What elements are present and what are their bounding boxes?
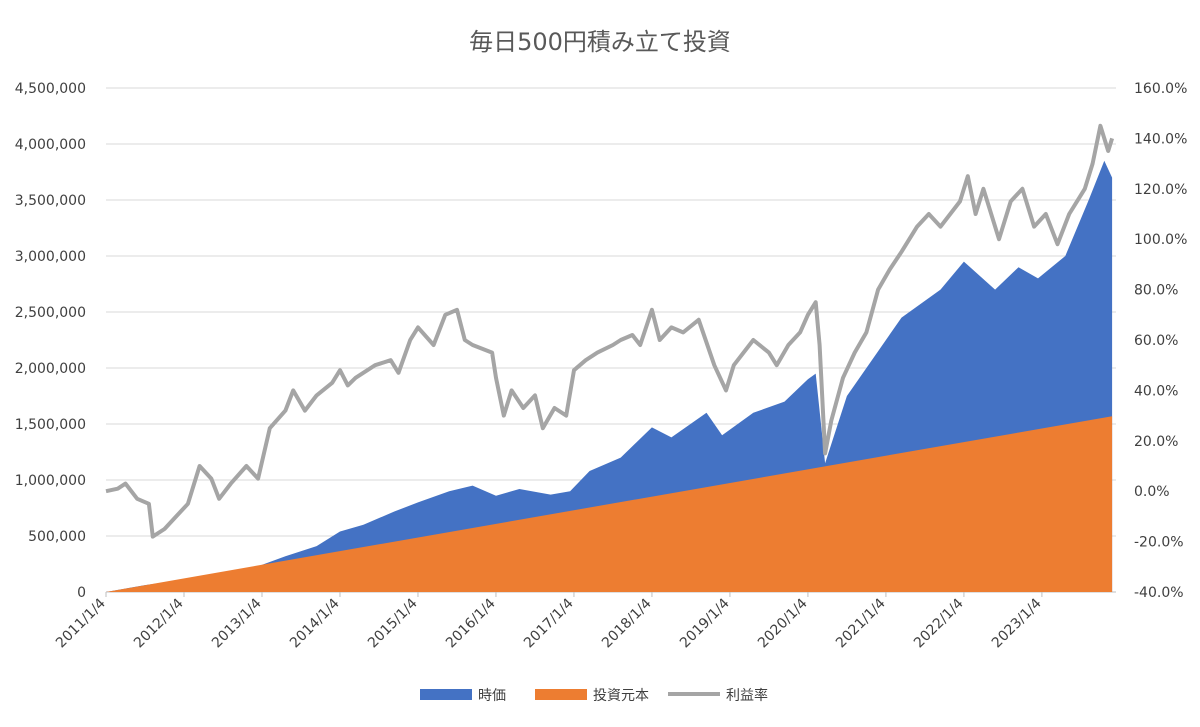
y-right-tick-label: -40.0%: [1134, 585, 1184, 601]
y-left-tick-label: 1,500,000: [15, 417, 86, 433]
y-left-tick-label: 3,000,000: [15, 249, 86, 265]
legend-label-0: 時価: [478, 688, 506, 704]
y-right-tick-label: 80.0%: [1134, 283, 1178, 299]
plot-lines: [105, 123, 1115, 539]
legend: 時価 投資元本 利益率: [420, 687, 768, 704]
y-right-tick-label: 0.0%: [1134, 484, 1170, 500]
y-left-axis: 0 500,000 1,000,000 1,500,000 2,000,000 2,500…: [15, 81, 86, 601]
y-right-tick-label: -20.0%: [1134, 535, 1184, 551]
legend-swatch-0: [420, 689, 472, 700]
legend-label-2: 利益率: [726, 687, 768, 704]
plot-areas: [106, 160, 1113, 593]
y-left-tick-label: 2,000,000: [15, 361, 86, 377]
y-left-tick-label: 0: [77, 585, 86, 601]
chart-title: 毎日500円積み立て投資: [469, 28, 731, 56]
y-left-tick-label: 4,000,000: [15, 137, 86, 153]
y-left-tick-label: 1,000,000: [15, 473, 86, 489]
series-area-1: [106, 416, 1113, 592]
series-line-2: [105, 123, 1115, 539]
y-left-tick-label: 500,000: [28, 529, 86, 545]
y-right-tick-label: 40.0%: [1134, 383, 1178, 399]
y-right-tick-label: 60.0%: [1134, 333, 1178, 349]
legend-label-1: 投資元本: [593, 688, 649, 704]
y-right-tick-label: 120.0%: [1134, 182, 1187, 198]
y-left-tick-label: 3,500,000: [15, 193, 86, 209]
y-right-tick-label: 140.0%: [1134, 131, 1187, 147]
y-right-tick-label: 160.0%: [1134, 81, 1187, 97]
y-left-tick-label: 4,500,000: [15, 81, 86, 97]
y-left-tick-label: 2,500,000: [15, 305, 86, 321]
y-right-tick-label: 20.0%: [1134, 434, 1178, 450]
y-right-axis: -40.0% -20.0% 0.0% 20.0% 40.0% 60.0% 80.0% 100.…: [1134, 81, 1187, 601]
y-right-tick-label: 100.0%: [1134, 232, 1187, 248]
legend-swatch-1: [535, 689, 587, 700]
